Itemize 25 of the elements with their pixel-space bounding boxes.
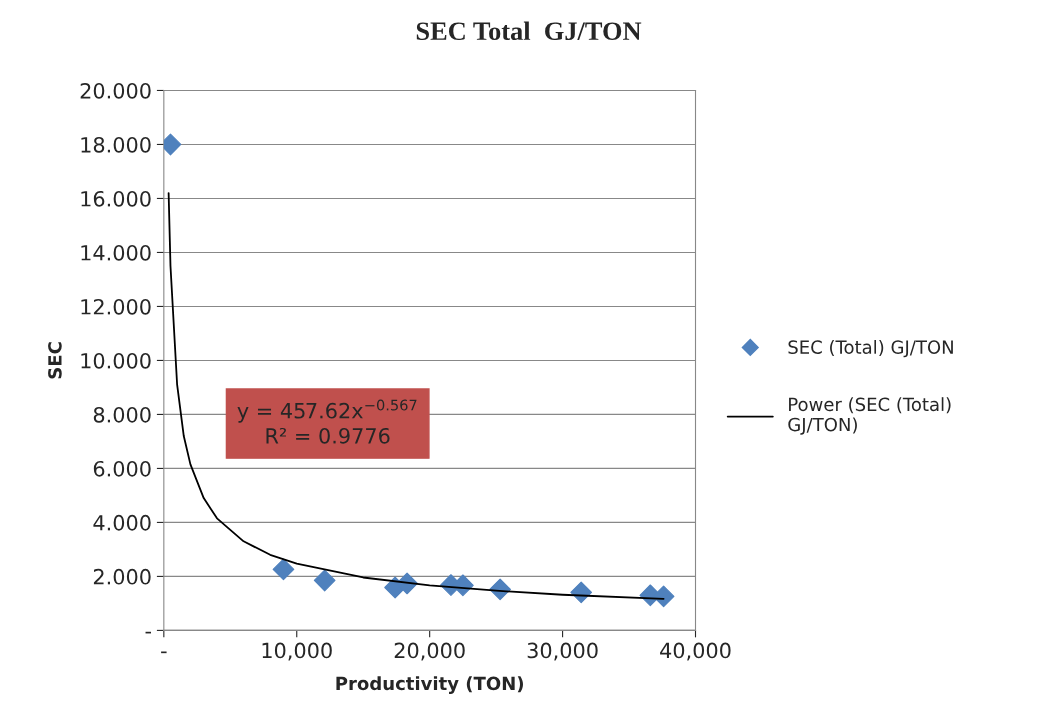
y-tick-label: 18.000 bbox=[81, 136, 151, 153]
y-tick-label: 8.000 bbox=[93, 406, 151, 423]
chart-title: SEC Total GJ/TON bbox=[416, 21, 642, 41]
y-axis-title: SEC bbox=[48, 342, 62, 379]
y-tick-label: 2.000 bbox=[93, 568, 151, 585]
x-tick-label: 30,000 bbox=[527, 642, 598, 661]
x-tick-label: 10,000 bbox=[262, 642, 332, 661]
x-tick-label: - bbox=[161, 651, 167, 654]
y-tick-label: 14.000 bbox=[81, 244, 151, 261]
annotation: y = 457.62x$^{−0.567}$ bbox=[237, 399, 417, 423]
y-tick-label: 12.000 bbox=[81, 298, 151, 315]
y-tick-label: 16.000 bbox=[81, 190, 151, 207]
y-tick-label: 10.000 bbox=[81, 352, 151, 369]
point bbox=[313, 569, 336, 592]
x-axis-title: Productivity (TON) bbox=[336, 676, 523, 694]
point bbox=[272, 558, 295, 581]
legend-label: Power (SEC (Total) GJ/TON) bbox=[788, 397, 951, 435]
y-tick-label: - bbox=[145, 631, 152, 634]
annotation: R² = 0.9776 bbox=[266, 427, 390, 444]
y-tick-label: 4.000 bbox=[93, 514, 151, 531]
y-tick-label: 6.000 bbox=[93, 460, 151, 477]
x-tick-label: 20,000 bbox=[394, 642, 465, 661]
x-tick-label: 40,000 bbox=[660, 642, 731, 661]
y-tick-label: 20.000 bbox=[80, 82, 151, 99]
legend-label: SEC (Total) GJ/TON bbox=[788, 339, 953, 358]
